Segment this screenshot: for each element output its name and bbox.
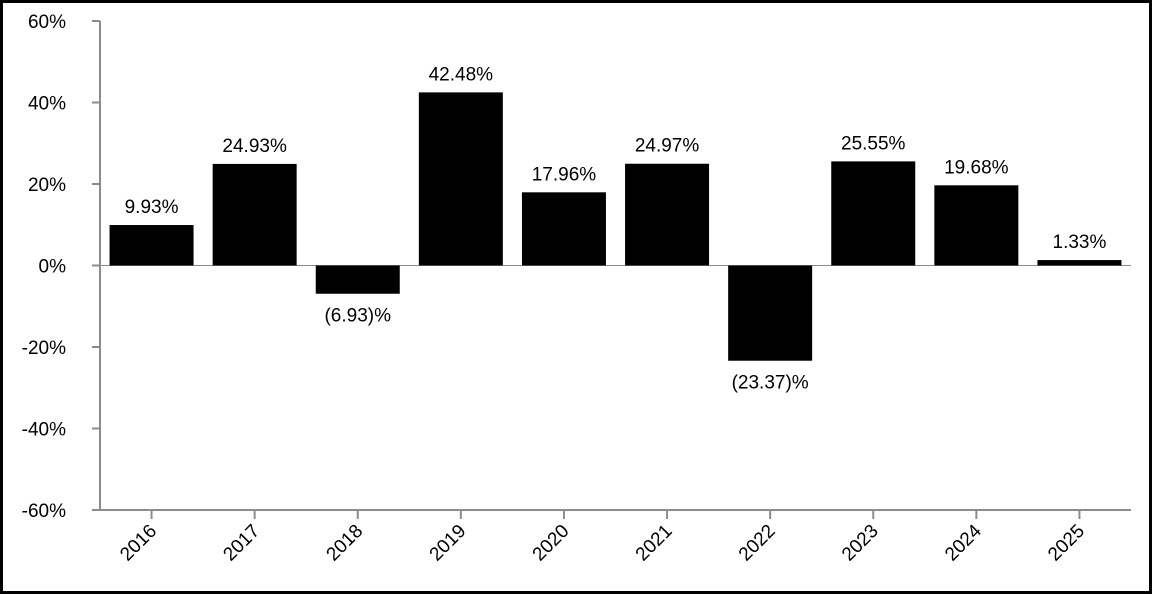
bar <box>521 192 606 266</box>
data-label: 9.93% <box>125 197 179 218</box>
bars <box>109 92 1122 361</box>
data-labels: 9.93% 24.93% (6.93)% 42.48% 17.96% 24.97% (23.… <box>125 64 1107 393</box>
y-axis: 60% 40% 20% 0% -20% -40% -60% <box>22 12 101 522</box>
x-axis: 2016 2017 2018 2019 2020 2021 2022 2023 2024 2025 <box>100 265 1131 566</box>
bar <box>1037 260 1122 266</box>
bar-chart: 60% 40% 20% 0% -20% -40% -60% 2016 2017 2018 2019… <box>22 12 1131 566</box>
data-label: 19.68% <box>944 157 1009 178</box>
data-label: (6.93)% <box>324 306 391 327</box>
x-tick-label: 2023 <box>838 521 883 566</box>
x-tick-label: 2019 <box>426 521 471 566</box>
data-label: 24.93% <box>222 136 287 157</box>
data-label: 1.33% <box>1053 232 1107 253</box>
bar <box>625 163 710 266</box>
y-tick-label: -40% <box>22 420 66 441</box>
data-label: 24.97% <box>635 136 700 157</box>
y-tick-label: -60% <box>22 501 66 522</box>
x-tick-label: 2020 <box>529 521 574 566</box>
x-tick-label: 2021 <box>632 521 677 566</box>
x-tick-label: 2018 <box>323 521 368 566</box>
data-label: 25.55% <box>841 133 906 154</box>
bar <box>418 92 503 266</box>
y-tick-label: 0% <box>39 257 67 278</box>
bar <box>728 265 813 361</box>
bar <box>212 163 297 266</box>
x-tick-label: 2025 <box>1044 521 1089 566</box>
y-tick-label: 60% <box>28 12 66 33</box>
y-tick-label: -20% <box>22 338 66 359</box>
bar <box>315 265 400 294</box>
x-tick-label: 2022 <box>735 521 780 566</box>
x-tick-label: 2017 <box>219 521 264 566</box>
data-label: 17.96% <box>532 164 597 185</box>
bar <box>934 185 1019 266</box>
x-tick-label: 2024 <box>941 520 986 565</box>
x-tick-label: 2016 <box>116 521 161 566</box>
bar <box>109 225 194 266</box>
data-label: 42.48% <box>429 64 494 85</box>
data-label: (23.37)% <box>732 373 809 394</box>
y-tick-label: 20% <box>28 175 66 196</box>
bar <box>831 161 916 266</box>
y-tick-label: 40% <box>28 94 66 115</box>
